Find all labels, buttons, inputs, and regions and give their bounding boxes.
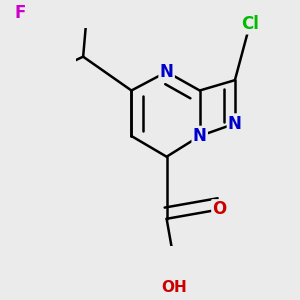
Text: O: O	[212, 200, 227, 218]
Text: OH: OH	[161, 280, 187, 295]
Text: F: F	[15, 4, 26, 22]
Text: Cl: Cl	[241, 15, 259, 33]
Text: N: N	[193, 127, 207, 145]
Text: N: N	[160, 63, 174, 81]
Text: N: N	[228, 115, 242, 133]
